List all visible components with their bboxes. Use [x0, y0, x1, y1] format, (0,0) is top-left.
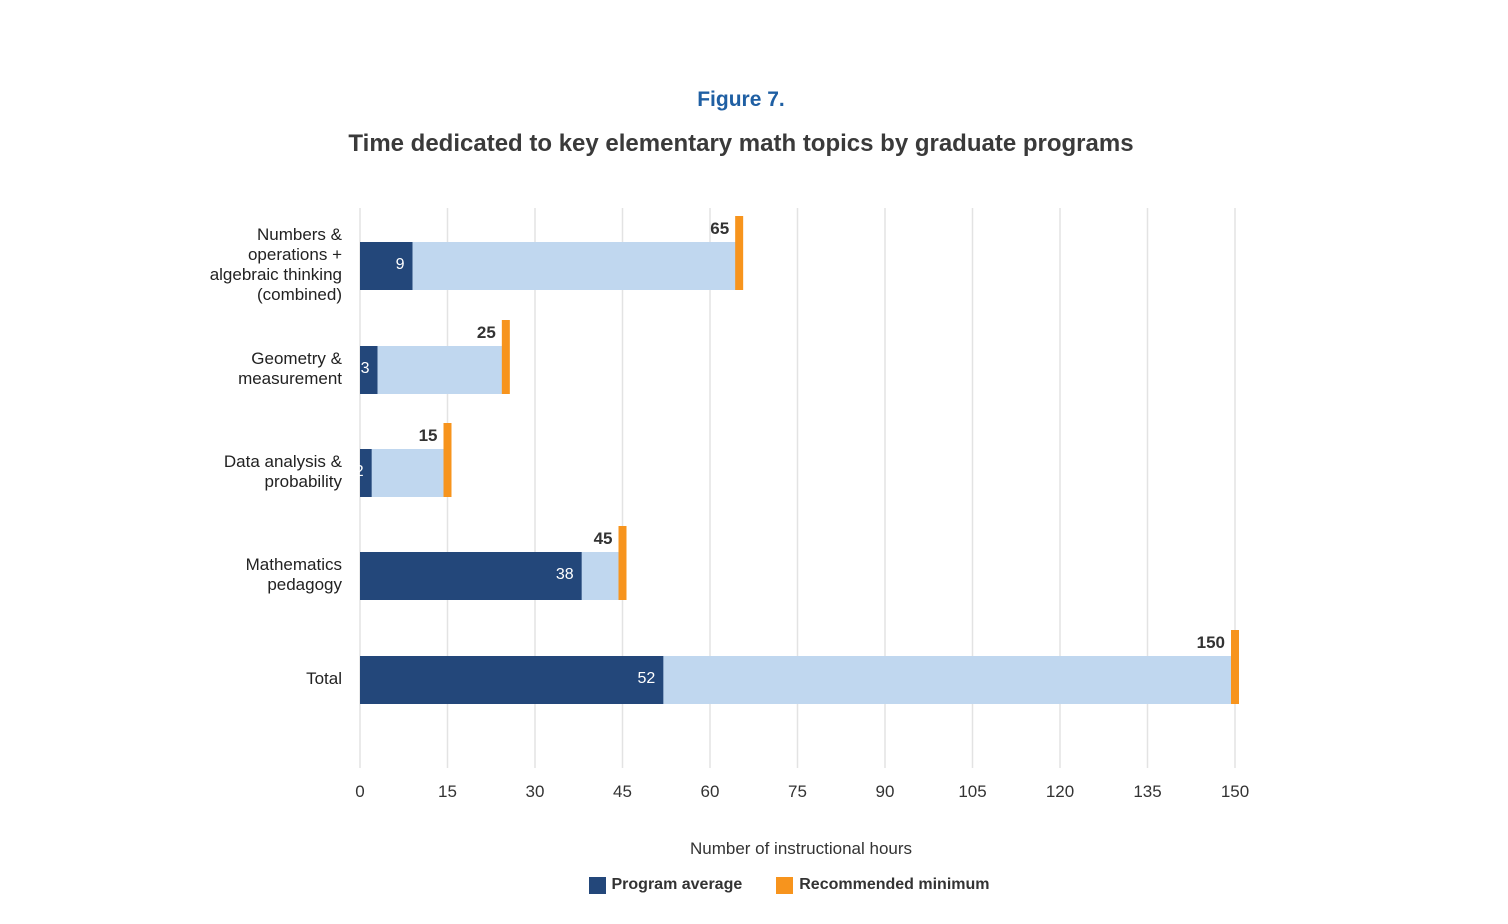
- bar-program-average: [360, 656, 664, 704]
- category-label: Geometry & measurement: [238, 349, 343, 388]
- value-label-recommended-minimum: 15: [419, 426, 438, 445]
- x-tick-label: 30: [526, 782, 545, 801]
- legend-label-program-average: Program average: [611, 876, 743, 893]
- category-label-line: measurement: [238, 369, 342, 388]
- x-tick-label: 105: [958, 782, 986, 801]
- value-label-recommended-minimum: 150: [1197, 633, 1225, 652]
- bar-gap-to-minimum: [360, 449, 448, 497]
- category-label-line: Geometry &: [251, 349, 342, 368]
- value-label-program-average: 3: [361, 360, 370, 377]
- bar-gap-to-minimum: [360, 242, 740, 290]
- legend-swatch-program-average: [588, 876, 606, 894]
- value-label-recommended-minimum: 65: [710, 219, 729, 238]
- category-label-line: operations +: [248, 245, 342, 264]
- category-label-line: Data analysis &: [224, 452, 343, 471]
- value-label-recommended-minimum: 45: [594, 529, 613, 548]
- category-label-line: algebraic thinking: [210, 265, 342, 284]
- figure-label: Figure 7.: [697, 88, 785, 111]
- value-label-program-average: 52: [638, 670, 656, 687]
- x-tick-label: 45: [613, 782, 632, 801]
- x-tick-label: 90: [876, 782, 895, 801]
- category-label-line: (combined): [257, 285, 342, 304]
- legend-label-recommended-minimum: Recommended minimum: [799, 876, 990, 893]
- legend-swatch-recommended-minimum: [776, 876, 794, 894]
- bar-gap-to-minimum: [360, 346, 506, 394]
- x-axis-label: Number of instructional hours: [690, 839, 912, 858]
- x-tick-label: 75: [788, 782, 807, 801]
- value-label-program-average: 38: [556, 566, 574, 583]
- category-label: Data analysis & probability: [224, 452, 343, 491]
- category-label: Mathematics pedagogy: [246, 555, 343, 594]
- legend-item-recommended-minimum: Recommended minimum: [776, 876, 990, 894]
- x-tick-label: 120: [1046, 782, 1074, 801]
- marker-recommended-minimum: [1231, 630, 1239, 704]
- value-label-program-average: 9: [396, 256, 405, 273]
- category-label: Total: [306, 669, 342, 688]
- category-label-line: probability: [265, 472, 343, 491]
- category-label-line: Numbers &: [257, 225, 343, 244]
- x-tick-label: 150: [1221, 782, 1249, 801]
- bar-program-average: [360, 449, 372, 497]
- category-label-line: pedagogy: [267, 575, 342, 594]
- category-label: Numbers & operations + algebraic thinking(…: [210, 225, 343, 304]
- marker-recommended-minimum: [618, 526, 627, 600]
- value-label-recommended-minimum: 25: [477, 323, 496, 342]
- legend-item-program-average: Program average: [588, 876, 743, 894]
- legend: Program average Recommended minimum: [0, 876, 1508, 894]
- bar-program-average: [360, 242, 413, 290]
- x-tick-label: 60: [701, 782, 720, 801]
- marker-recommended-minimum: [735, 216, 744, 290]
- x-tick-label: 15: [438, 782, 457, 801]
- marker-recommended-minimum: [443, 423, 452, 497]
- category-label-line: Total: [306, 669, 342, 688]
- marker-recommended-minimum: [501, 320, 510, 394]
- bar-program-average: [360, 552, 582, 600]
- chart-title: Time dedicated to key elementary math to…: [348, 130, 1134, 157]
- value-label-program-average: 2: [355, 463, 364, 480]
- bar-chart: 9 65 Numbers & operations + algebraic thinki…: [210, 208, 1249, 858]
- x-tick-label: 135: [1133, 782, 1161, 801]
- bar-program-average: [360, 346, 378, 394]
- category-label-line: Mathematics: [246, 555, 342, 574]
- x-tick-label: 0: [355, 782, 364, 801]
